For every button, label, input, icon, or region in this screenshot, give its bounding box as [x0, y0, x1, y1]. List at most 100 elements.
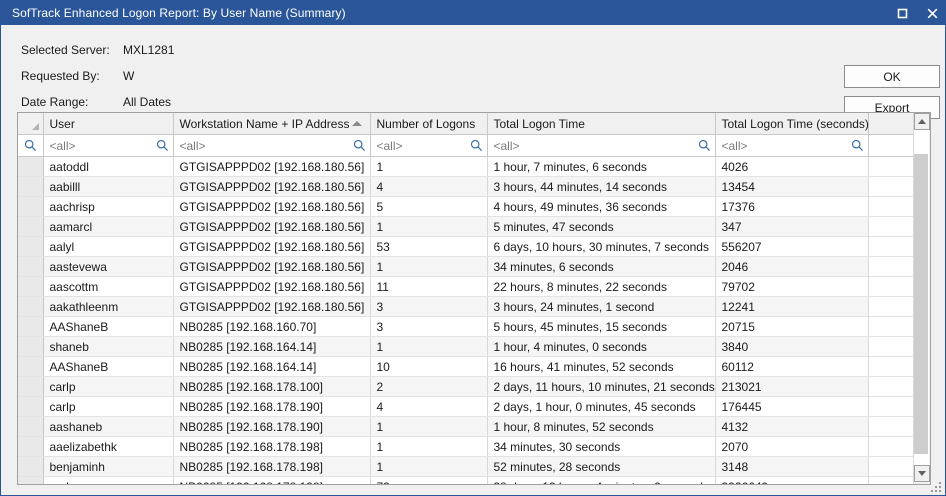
- cell-total-logon-seconds[interactable]: 3840: [715, 336, 869, 357]
- row-select-cell[interactable]: [18, 376, 44, 397]
- cell-user[interactable]: aakathleenm: [43, 296, 174, 317]
- row-select-cell[interactable]: [18, 156, 44, 177]
- cell-total-logon-time[interactable]: 52 minutes, 28 seconds: [487, 456, 716, 477]
- row-select-cell[interactable]: [18, 396, 44, 417]
- cell-total-logon-time[interactable]: 5 hours, 45 minutes, 15 seconds: [487, 316, 716, 337]
- cell-total-logon-time[interactable]: 2 days, 1 hour, 0 minutes, 45 seconds: [487, 396, 716, 417]
- cell-workstation[interactable]: GTGISAPPPD02 [192.168.180.56]: [173, 176, 371, 197]
- cell-user[interactable]: AAShaneB: [43, 316, 174, 337]
- cell-number-of-logons[interactable]: 1: [370, 436, 488, 457]
- row-select-cell[interactable]: [18, 276, 44, 297]
- cell-user[interactable]: aaelizabethk: [43, 436, 174, 457]
- row-select-cell[interactable]: [18, 316, 44, 337]
- cell-user[interactable]: AAShaneB: [43, 356, 174, 377]
- cell-total-logon-seconds[interactable]: 4026: [715, 156, 869, 177]
- scroll-down-button[interactable]: [914, 465, 930, 482]
- cell-total-logon-seconds[interactable]: 3326649: [715, 476, 869, 484]
- cell-user[interactable]: aatoddl: [43, 156, 174, 177]
- vertical-scrollbar-thumb[interactable]: [914, 154, 928, 454]
- row-select-cell[interactable]: [18, 236, 44, 257]
- cell-total-logon-seconds[interactable]: 556207: [715, 236, 869, 257]
- cell-user[interactable]: aabilll: [43, 176, 174, 197]
- table-row[interactable]: aabilll GTGISAPPPD02 [192.168.180.56] 4 3 h…: [18, 176, 913, 197]
- table-row[interactable]: carlp NB0285 [192.168.178.100] 2 2 days, 11…: [18, 376, 913, 397]
- cell-total-logon-seconds[interactable]: 176445: [715, 396, 869, 417]
- table-row[interactable]: aastevewa GTGISAPPPD02 [192.168.180.56] 1 3…: [18, 256, 913, 277]
- cell-workstation[interactable]: GTGISAPPPD02 [192.168.180.56]: [173, 256, 371, 277]
- table-row[interactable]: aalyl GTGISAPPPD02 [192.168.180.56] 53 6 da…: [18, 236, 913, 257]
- cell-workstation[interactable]: GTGISAPPPD02 [192.168.180.56]: [173, 296, 371, 317]
- cell-total-logon-time[interactable]: 1 hour, 8 minutes, 52 seconds: [487, 416, 716, 437]
- cell-number-of-logons[interactable]: 1: [370, 456, 488, 477]
- cell-total-logon-seconds[interactable]: 60112: [715, 356, 869, 377]
- table-row[interactable]: benjaminh NB0285 [192.168.178.198] 1 52 min…: [18, 456, 913, 477]
- table-row[interactable]: aatoddl GTGISAPPPD02 [192.168.180.56] 1 1 h…: [18, 156, 913, 177]
- cell-total-logon-seconds[interactable]: 347: [715, 216, 869, 237]
- row-select-cell[interactable]: [18, 196, 44, 217]
- cell-workstation[interactable]: GTGISAPPPD02 [192.168.180.56]: [173, 196, 371, 217]
- cell-total-logon-time[interactable]: 34 minutes, 6 seconds: [487, 256, 716, 277]
- cell-workstation[interactable]: NB0285 [192.168.164.14]: [173, 336, 371, 357]
- cell-user[interactable]: aalyl: [43, 236, 174, 257]
- column-header-total-logon-time[interactable]: Total Logon Time: [487, 113, 716, 135]
- table-row[interactable]: aachrisp GTGISAPPPD02 [192.168.180.56] 5 4 …: [18, 196, 913, 217]
- cell-number-of-logons[interactable]: 4: [370, 396, 488, 417]
- column-header-number-of-logons[interactable]: Number of Logons: [370, 113, 488, 135]
- row-select-cell[interactable]: [18, 416, 44, 437]
- cell-total-logon-seconds[interactable]: 213021: [715, 376, 869, 397]
- cell-workstation[interactable]: NB0285 [192.168.178.198]: [173, 476, 371, 484]
- cell-user[interactable]: benjaminh: [43, 456, 174, 477]
- table-row[interactable]: shaneb NB0285 [192.168.164.14] 1 1 hour, 4 …: [18, 336, 913, 357]
- filter-cell-user[interactable]: <all>: [43, 134, 174, 157]
- search-icon[interactable]: [698, 139, 711, 152]
- cell-workstation[interactable]: NB0285 [192.168.178.198]: [173, 436, 371, 457]
- cell-total-logon-time[interactable]: 2 days, 11 hours, 10 minutes, 21 seconds: [487, 376, 716, 397]
- cell-total-logon-time[interactable]: 1 hour, 4 minutes, 0 seconds: [487, 336, 716, 357]
- cell-total-logon-seconds[interactable]: 17376: [715, 196, 869, 217]
- cell-total-logon-seconds[interactable]: 79702: [715, 276, 869, 297]
- cell-workstation[interactable]: NB0285 [192.168.178.190]: [173, 416, 371, 437]
- cell-user[interactable]: aashaneb: [43, 416, 174, 437]
- select-all-header[interactable]: [18, 113, 44, 135]
- cell-total-logon-time[interactable]: 16 hours, 41 minutes, 52 seconds: [487, 356, 716, 377]
- cell-user[interactable]: carlp: [43, 376, 174, 397]
- cell-number-of-logons[interactable]: 1: [370, 156, 488, 177]
- row-select-cell[interactable]: [18, 456, 44, 477]
- cell-total-logon-time[interactable]: 4 hours, 49 minutes, 36 seconds: [487, 196, 716, 217]
- cell-number-of-logons[interactable]: 5: [370, 196, 488, 217]
- row-select-cell[interactable]: [18, 296, 44, 317]
- cell-total-logon-seconds[interactable]: 4132: [715, 416, 869, 437]
- cell-number-of-logons[interactable]: 2: [370, 376, 488, 397]
- cell-workstation[interactable]: NB0285 [192.168.178.190]: [173, 396, 371, 417]
- row-select-cell[interactable]: [18, 436, 44, 457]
- table-row[interactable]: carlp NB0285 [192.168.178.190] 4 2 days, 1 …: [18, 396, 913, 417]
- row-select-cell[interactable]: [18, 356, 44, 377]
- cell-number-of-logons[interactable]: 73: [370, 476, 488, 484]
- cell-workstation[interactable]: NB0285 [192.168.160.70]: [173, 316, 371, 337]
- cell-user[interactable]: carlp: [43, 476, 174, 484]
- cell-total-logon-time[interactable]: 22 hours, 8 minutes, 22 seconds: [487, 276, 716, 297]
- cell-total-logon-time[interactable]: 1 hour, 7 minutes, 6 seconds: [487, 156, 716, 177]
- cell-workstation[interactable]: GTGISAPPPD02 [192.168.180.56]: [173, 216, 371, 237]
- vertical-scrollbar[interactable]: [913, 113, 930, 484]
- column-header-total-logon-seconds[interactable]: Total Logon Time (seconds): [715, 113, 869, 135]
- cell-workstation[interactable]: GTGISAPPPD02 [192.168.180.56]: [173, 276, 371, 297]
- table-row[interactable]: aashaneb NB0285 [192.168.178.190] 1 1 hour,…: [18, 416, 913, 437]
- cell-number-of-logons[interactable]: 1: [370, 416, 488, 437]
- cell-total-logon-seconds[interactable]: 20715: [715, 316, 869, 337]
- cell-total-logon-seconds[interactable]: 12241: [715, 296, 869, 317]
- cell-number-of-logons[interactable]: 1: [370, 216, 488, 237]
- cell-number-of-logons[interactable]: 10: [370, 356, 488, 377]
- cell-total-logon-time[interactable]: 3 hours, 24 minutes, 1 second: [487, 296, 716, 317]
- row-select-cell[interactable]: [18, 216, 44, 237]
- filter-cell-total-logon-seconds[interactable]: <all>: [715, 134, 869, 157]
- cell-workstation[interactable]: NB0285 [192.168.178.100]: [173, 376, 371, 397]
- column-header-user[interactable]: User: [43, 113, 174, 135]
- cell-total-logon-time[interactable]: 3 hours, 44 minutes, 14 seconds: [487, 176, 716, 197]
- search-icon[interactable]: [470, 139, 483, 152]
- cell-user[interactable]: aamarcl: [43, 216, 174, 237]
- table-row[interactable]: aakathleenm GTGISAPPPD02 [192.168.180.56]…: [18, 296, 913, 317]
- resize-grip[interactable]: [929, 480, 941, 492]
- row-select-cell[interactable]: [18, 336, 44, 357]
